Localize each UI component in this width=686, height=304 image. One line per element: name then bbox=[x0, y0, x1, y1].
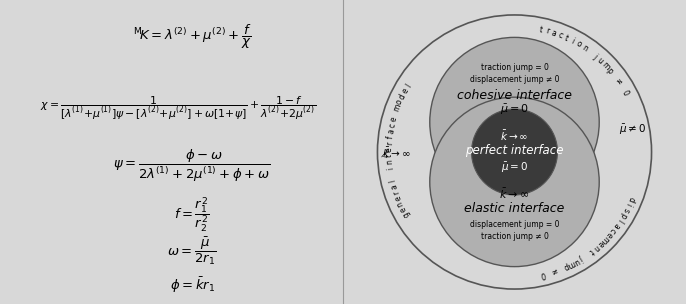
Circle shape bbox=[429, 97, 600, 267]
Circle shape bbox=[429, 37, 600, 207]
Text: $\psi = \dfrac{\phi - \omega}{2\lambda^{(1)} + 2\mu^{(1)} + \phi + \omega}$: $\psi = \dfrac{\phi - \omega}{2\lambda^{… bbox=[113, 148, 271, 184]
Text: l: l bbox=[615, 217, 624, 223]
Text: displacement jump ≠ 0: displacement jump ≠ 0 bbox=[470, 74, 559, 84]
Text: p: p bbox=[604, 66, 615, 75]
Text: l: l bbox=[404, 82, 413, 89]
Text: e: e bbox=[398, 205, 408, 213]
Text: t: t bbox=[587, 247, 595, 256]
Text: r: r bbox=[391, 189, 401, 195]
Text: t: t bbox=[538, 25, 543, 34]
Text: ≠: ≠ bbox=[613, 76, 624, 87]
Text: n: n bbox=[385, 159, 394, 165]
Text: u: u bbox=[572, 256, 580, 266]
Text: n: n bbox=[395, 200, 405, 208]
Text: e: e bbox=[385, 147, 394, 152]
Text: $^{\mathrm{M}}\!K = \lambda^{(2)} + \mu^{(2)} + \dfrac{f}{\chi}$: $^{\mathrm{M}}\!K = \lambda^{(2)} + \mu^… bbox=[132, 22, 252, 50]
Text: g: g bbox=[401, 210, 411, 219]
Text: c: c bbox=[388, 123, 397, 128]
Text: t: t bbox=[385, 154, 394, 158]
Text: d: d bbox=[397, 92, 407, 101]
Text: m: m bbox=[392, 103, 403, 113]
Text: e: e bbox=[595, 238, 605, 248]
Text: o: o bbox=[394, 98, 405, 106]
Text: $\phi = \bar{k}r_1$: $\phi = \bar{k}r_1$ bbox=[169, 275, 215, 295]
Text: u: u bbox=[595, 56, 605, 66]
Text: c: c bbox=[556, 30, 564, 40]
Text: $\bar{\mu} = 0$: $\bar{\mu} = 0$ bbox=[501, 161, 528, 175]
Text: a: a bbox=[611, 221, 621, 230]
Text: $f = \dfrac{r_1^2}{r_2^2}$: $f = \dfrac{r_1^2}{r_2^2}$ bbox=[174, 195, 210, 234]
Text: $\bar{k} \not\to \infty$: $\bar{k} \not\to \infty$ bbox=[381, 145, 411, 159]
Text: p: p bbox=[617, 211, 628, 219]
Text: f: f bbox=[386, 136, 394, 140]
Text: i: i bbox=[386, 167, 395, 170]
Text: n: n bbox=[580, 43, 589, 53]
Text: $\chi = \dfrac{1}{[\lambda^{(1)}\!+\!\mu^{(1)}]\psi - [\lambda^{(2)}\!+\!\mu^{(2: $\chi = \dfrac{1}{[\lambda^{(1)}\!+\!\mu… bbox=[40, 94, 316, 122]
Text: traction jump = 0: traction jump = 0 bbox=[481, 64, 548, 72]
Text: $\bar{k} \to \infty$: $\bar{k} \to \infty$ bbox=[499, 187, 530, 201]
Text: $\bar{\mu} \neq 0$: $\bar{\mu} \neq 0$ bbox=[619, 123, 646, 136]
Text: displacement jump = 0: displacement jump = 0 bbox=[470, 220, 559, 230]
Text: d: d bbox=[626, 195, 636, 203]
Text: i: i bbox=[624, 202, 632, 207]
Circle shape bbox=[471, 109, 558, 195]
Text: a: a bbox=[386, 128, 396, 134]
Text: cohesive interface: cohesive interface bbox=[457, 89, 572, 102]
Text: e: e bbox=[389, 116, 399, 123]
Text: l: l bbox=[388, 178, 397, 182]
Text: 0: 0 bbox=[539, 269, 546, 279]
Text: $\bar{k} \to \infty$: $\bar{k} \to \infty$ bbox=[500, 129, 529, 143]
Text: j: j bbox=[578, 254, 584, 262]
Text: i: i bbox=[569, 36, 576, 46]
Circle shape bbox=[377, 15, 652, 289]
Text: j: j bbox=[591, 52, 599, 60]
Text: e: e bbox=[393, 194, 403, 202]
Text: r: r bbox=[545, 26, 550, 36]
Text: a: a bbox=[389, 183, 399, 190]
Text: perfect interface: perfect interface bbox=[465, 144, 564, 157]
Text: e: e bbox=[400, 87, 410, 95]
Text: elastic interface: elastic interface bbox=[464, 202, 565, 215]
Text: e: e bbox=[604, 230, 613, 239]
Text: s: s bbox=[621, 206, 630, 214]
Text: p: p bbox=[561, 261, 569, 271]
Text: m: m bbox=[565, 258, 576, 269]
Text: c: c bbox=[608, 226, 617, 234]
Text: ≠: ≠ bbox=[549, 265, 558, 276]
Text: traction jump ≠ 0: traction jump ≠ 0 bbox=[481, 232, 548, 240]
Text: t: t bbox=[563, 33, 569, 43]
Text: a: a bbox=[550, 28, 558, 38]
Text: $\bar{\mu} = 0$: $\bar{\mu} = 0$ bbox=[500, 103, 529, 117]
Text: $\omega = \dfrac{\bar{\mu}}{2r_1}$: $\omega = \dfrac{\bar{\mu}}{2r_1}$ bbox=[167, 235, 217, 267]
Text: r: r bbox=[385, 142, 394, 146]
Text: 0: 0 bbox=[620, 89, 630, 98]
Text: o: o bbox=[574, 39, 583, 50]
Text: n: n bbox=[591, 242, 601, 252]
Text: m: m bbox=[600, 60, 611, 71]
Text: m: m bbox=[599, 233, 611, 245]
